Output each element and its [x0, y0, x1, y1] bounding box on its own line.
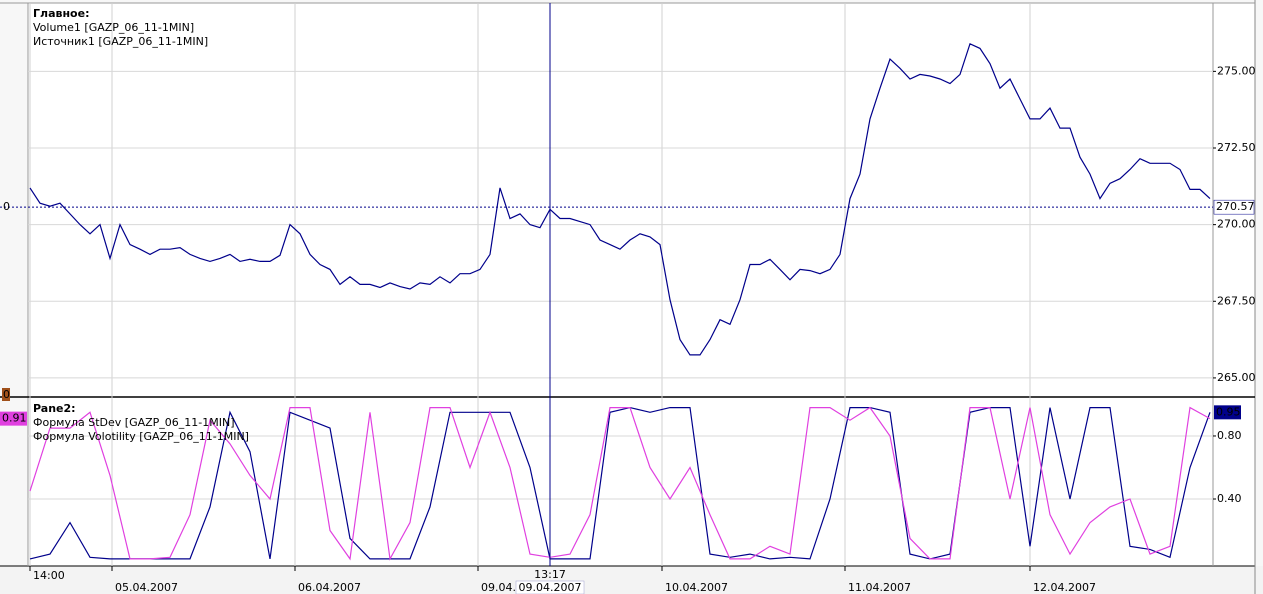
value-badge-label: 0.91: [2, 412, 27, 425]
legend-entry: Источник1 [GAZP_06_11-1MIN]: [33, 35, 208, 48]
series-line: [29, 42, 1211, 356]
pane-title: Pane2:: [33, 402, 76, 415]
right-scale: [1213, 3, 1255, 566]
value-badge: [0, 411, 27, 426]
legend-entry: Volume1 [GAZP_06_11-1MIN]: [33, 21, 194, 34]
x-tick-label: 09.04.: [481, 581, 516, 594]
x-tick-label: 05.04.2007: [115, 581, 178, 594]
x-tick-label: 10.04.2007: [665, 581, 728, 594]
y-tick-label: 265.00: [1217, 371, 1256, 384]
y-tick-label: 0.40: [1217, 492, 1242, 505]
price-badge-label: 270.57: [1216, 200, 1255, 213]
y-tick-label: 275.00: [1217, 64, 1256, 77]
volume-axis-label: 0: [3, 200, 10, 213]
crosshair-time: 13:17: [534, 568, 566, 581]
crosshair-date-box: [515, 580, 585, 594]
y-tick-label: 267.50: [1217, 294, 1256, 307]
series-line: [29, 406, 1211, 560]
x-tick-label: 06.04.2007: [298, 581, 361, 594]
volume-badge: [2, 388, 10, 401]
volume-badge-label: 0: [3, 388, 10, 401]
x-tick-label: 12.04.2007: [1033, 581, 1096, 594]
value-badge-label: 0.95: [1216, 405, 1241, 418]
legend-entry: Формула StDev [GAZP_06_11-1MIN]: [33, 416, 235, 429]
price-badge: [1213, 199, 1255, 215]
series-line: [29, 406, 1211, 561]
crosshair-date: 09.04.2007: [519, 581, 582, 594]
crosshair-time-box: [533, 568, 567, 580]
x-tick-label: 11.04.2007: [848, 581, 911, 594]
pane-title: Главное:: [33, 7, 89, 20]
y-tick-label: 272.50: [1217, 141, 1256, 154]
y-tick-label: 0.80: [1217, 429, 1242, 442]
time-axis: [0, 566, 1263, 594]
y-tick-label: 270.00: [1217, 218, 1256, 231]
plot-area: [28, 3, 1213, 566]
x-tick-label: 14:00: [33, 569, 65, 582]
value-badge: [1214, 405, 1241, 420]
legend-entry: Формула Volotility [GAZP_06_11-1MIN]: [33, 430, 249, 443]
